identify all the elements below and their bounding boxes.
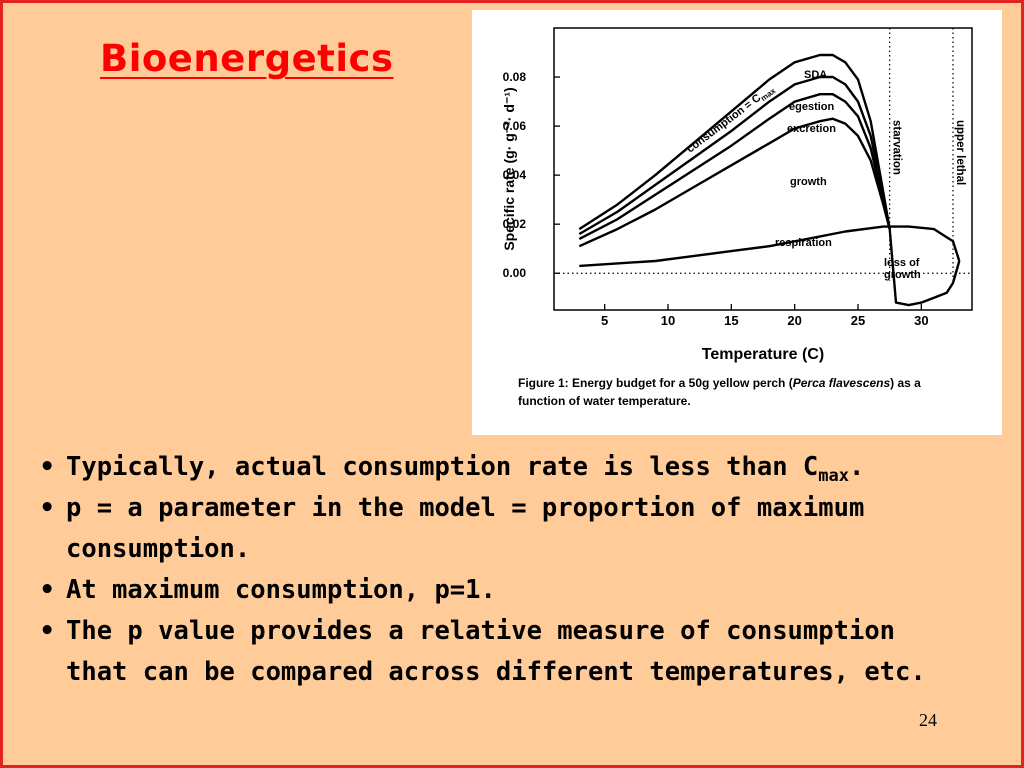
series-label: excretion [787,123,836,135]
caption-text: ) as a [890,376,921,390]
series-line [888,228,961,307]
bullet-subscript: max [818,466,849,486]
plot-frame [553,27,973,311]
series-line [579,225,961,268]
x-tick-label: 25 [851,313,865,328]
figure-caption: Figure 1: Energy budget for a 50g yellow… [518,376,921,390]
bullet-item: • At maximum consumption, p=1. [39,570,939,611]
series-label: growth [884,269,921,281]
bullet-text: The p value provides a relative measure … [66,616,926,687]
x-axis-label: Temperature (C) [702,346,824,363]
caption-species: Perca flavescens [793,376,891,390]
series-label: egestion [789,101,835,113]
x-tick-label: 10 [661,313,675,328]
series-line [578,117,891,248]
x-tick-label: 15 [724,313,738,328]
y-tick-label: 0.04 [503,168,527,182]
bullet-tail: . [848,452,865,482]
figure-panel: 0.00 0.02 0.04 0.06 0.08 5 10 15 20 25 30 starvatio… [472,10,1002,435]
x-tick-label: 20 [787,313,801,328]
annotation-label: SDA [804,69,827,81]
bullet-dot: • [39,616,56,646]
series-label: growth [790,176,827,188]
y-tick-label: 0.08 [503,70,527,84]
bullet-text: At maximum consumption, p=1. [66,575,496,605]
y-tick-label: 0.02 [503,217,527,231]
reference-line-label: upper lethal [954,120,966,185]
slide-title: Bioenergetics [100,37,394,80]
caption-text: Figure 1: Energy budget for a 50g yellow… [518,376,793,390]
bullet-item: • p = a parameter in the model = proporti… [39,488,939,570]
series-line [578,53,891,231]
bullet-dot: • [39,452,56,482]
series-label: loss of [884,257,920,269]
bullet-text: Typically, actual consumption rate is le… [66,452,819,482]
bullet-text: p = a parameter in the model = proportio… [66,493,865,564]
bullet-list: • Typically, actual consumption rate is l… [39,447,939,693]
series-label: respiration [775,237,832,249]
reference-line-label: starvation [891,120,903,175]
bullet-item: • The p value provides a relative measure… [39,611,939,693]
x-tick-label: 30 [914,313,928,328]
bullet-dot: • [39,575,56,605]
series-label-subscript: max [759,86,778,103]
x-tick-label: 5 [601,313,608,328]
energy-budget-chart: 0.00 0.02 0.04 0.06 0.08 5 10 15 20 25 30 starvatio… [501,27,973,408]
page-number: 24 [919,710,937,730]
figure-caption-line2: function of water temperature. [518,394,691,408]
series-line [578,75,891,236]
y-tick-label: 0.06 [503,119,527,133]
y-tick-label: 0.00 [503,266,527,280]
y-axis-label: Specific rate (g· g⁻¹· d⁻¹) [501,87,517,250]
bullet-dot: • [39,493,56,523]
bullet-item: • Typically, actual consumption rate is l… [39,447,939,488]
series-line [578,92,891,240]
